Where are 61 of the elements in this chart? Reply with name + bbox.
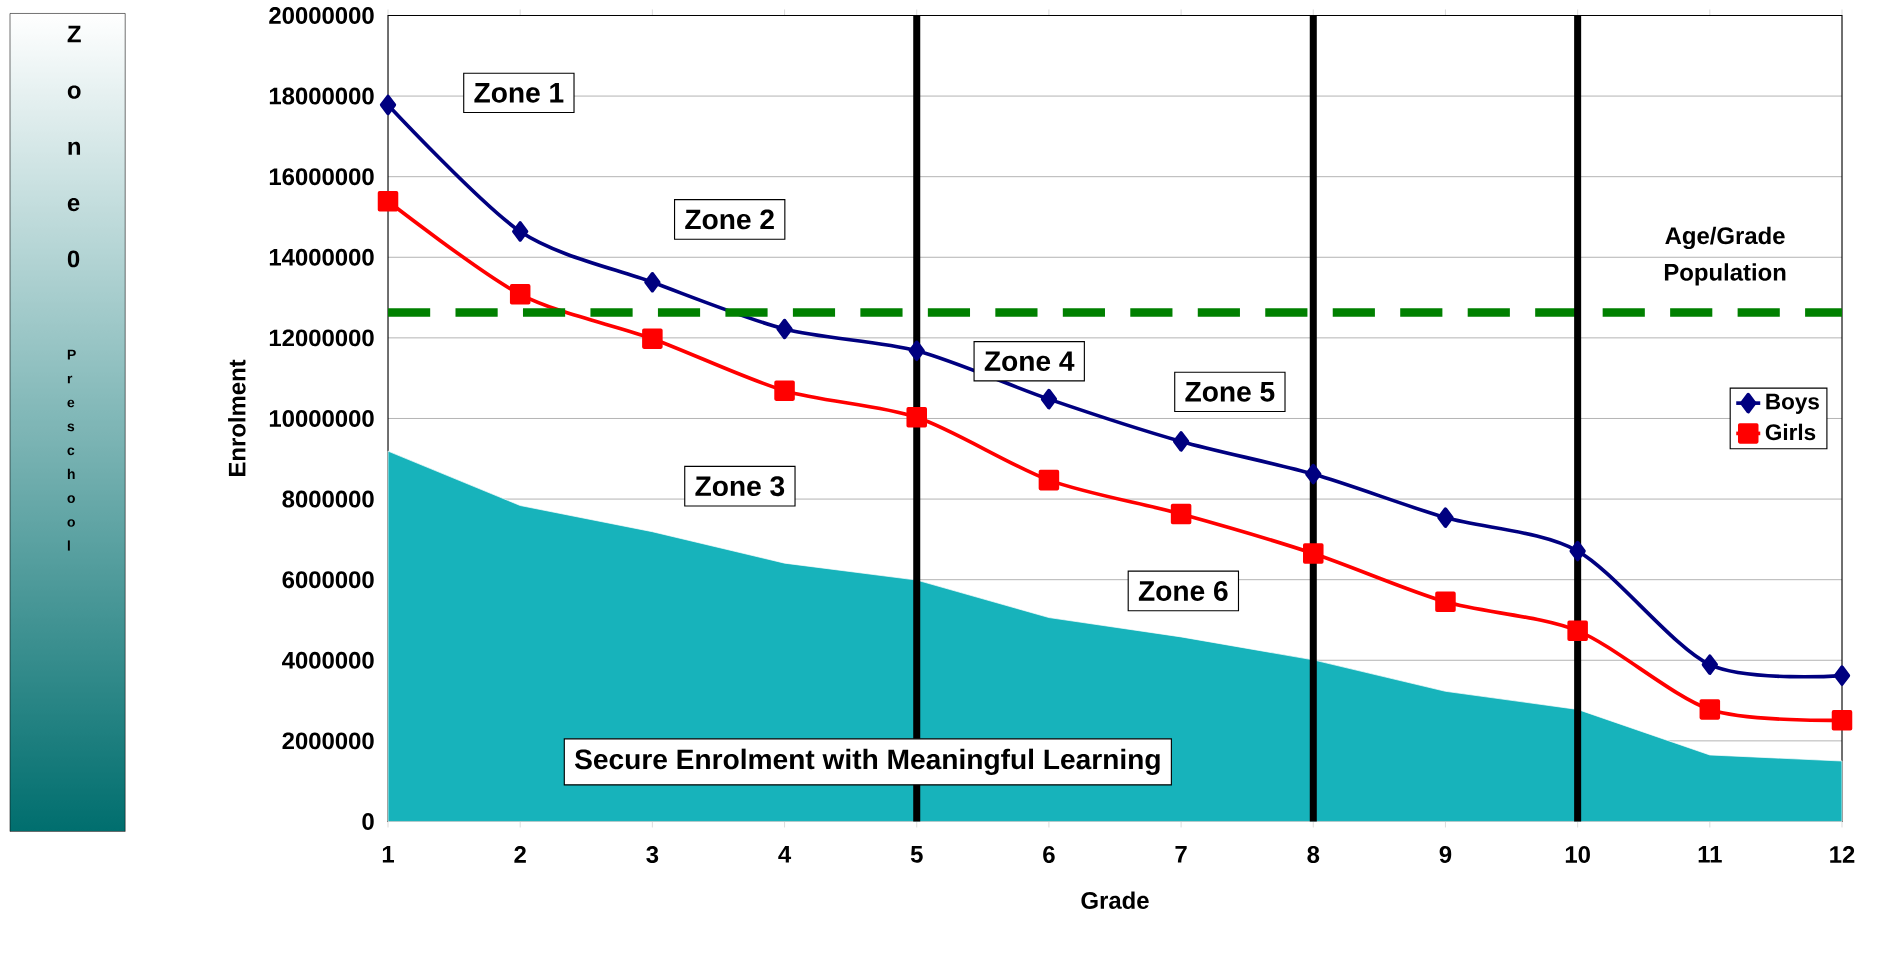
- x-tick-label: 10: [1565, 845, 1590, 863]
- point: [906, 406, 927, 428]
- point: [908, 340, 925, 361]
- point: [1170, 503, 1192, 525]
- point: [1831, 709, 1853, 731]
- x-tick-label: 5: [910, 845, 923, 863]
- x-tick-label: 11: [1698, 845, 1722, 863]
- text: Preschool: [67, 349, 76, 551]
- y-tick-label: 0: [362, 812, 374, 830]
- y-tick-label: 20000000: [269, 6, 374, 24]
- x-tick-label: 9: [1439, 845, 1452, 863]
- point: [644, 271, 661, 293]
- y-tick-label: 12000000: [269, 329, 374, 347]
- annotation: Zone 5: [1185, 381, 1275, 402]
- point: [1833, 665, 1851, 686]
- y-tick-label: 2000000: [282, 732, 374, 750]
- point: [1172, 430, 1190, 452]
- legend-label: Boys: [1766, 393, 1819, 414]
- x-tick-label: 8: [1307, 845, 1320, 863]
- point: [642, 328, 663, 349]
- point: [1303, 542, 1324, 564]
- point: [1569, 540, 1586, 562]
- annotation: Secure Enrolment with Meaningful Learning: [574, 748, 1160, 775]
- point: [774, 380, 795, 401]
- y-tick-label: 4000000: [282, 651, 374, 669]
- x-tick-label: 4: [778, 845, 792, 863]
- text: Zone 0: [67, 25, 81, 268]
- point: [509, 283, 531, 305]
- y-tick-label: 8000000: [282, 490, 374, 508]
- y-tick-label: 16000000: [269, 167, 374, 185]
- y-axis-title: Enrolment: [228, 359, 246, 476]
- y-tick-label: 10000000: [269, 409, 374, 427]
- point: [1567, 620, 1588, 641]
- legend-label: Girls: [1765, 423, 1816, 440]
- x-tick-label: 2: [514, 845, 526, 863]
- annotation: Zone 6: [1138, 580, 1228, 601]
- point: [1038, 469, 1060, 491]
- ref-line-label: Age/Grade Population: [1664, 226, 1786, 286]
- x-tick-label: 7: [1175, 845, 1187, 863]
- point: [1435, 591, 1456, 612]
- x-tick-label: 3: [646, 845, 659, 863]
- point: [1699, 698, 1721, 720]
- annotation: Zone 3: [695, 475, 785, 496]
- x-tick-label: 6: [1043, 845, 1055, 863]
- annotation: Zone 4: [984, 351, 1075, 371]
- point: [379, 94, 397, 115]
- annotation: Zone 2: [685, 209, 774, 230]
- point: [1040, 388, 1058, 410]
- point: [1701, 654, 1718, 675]
- point: [1437, 507, 1454, 528]
- x-axis-title: Grade: [1081, 891, 1149, 909]
- x-tick-label: 12: [1830, 845, 1855, 863]
- y-tick-label: 6000000: [282, 570, 374, 588]
- point: [776, 318, 793, 340]
- y-tick-label: 18000000: [269, 87, 374, 105]
- y-tick-label: 14000000: [269, 248, 374, 266]
- point: [377, 190, 399, 212]
- x-tick-label: 1: [382, 845, 394, 863]
- annotation: Zone 1: [474, 82, 564, 103]
- point: [512, 220, 529, 242]
- point: [1305, 463, 1322, 485]
